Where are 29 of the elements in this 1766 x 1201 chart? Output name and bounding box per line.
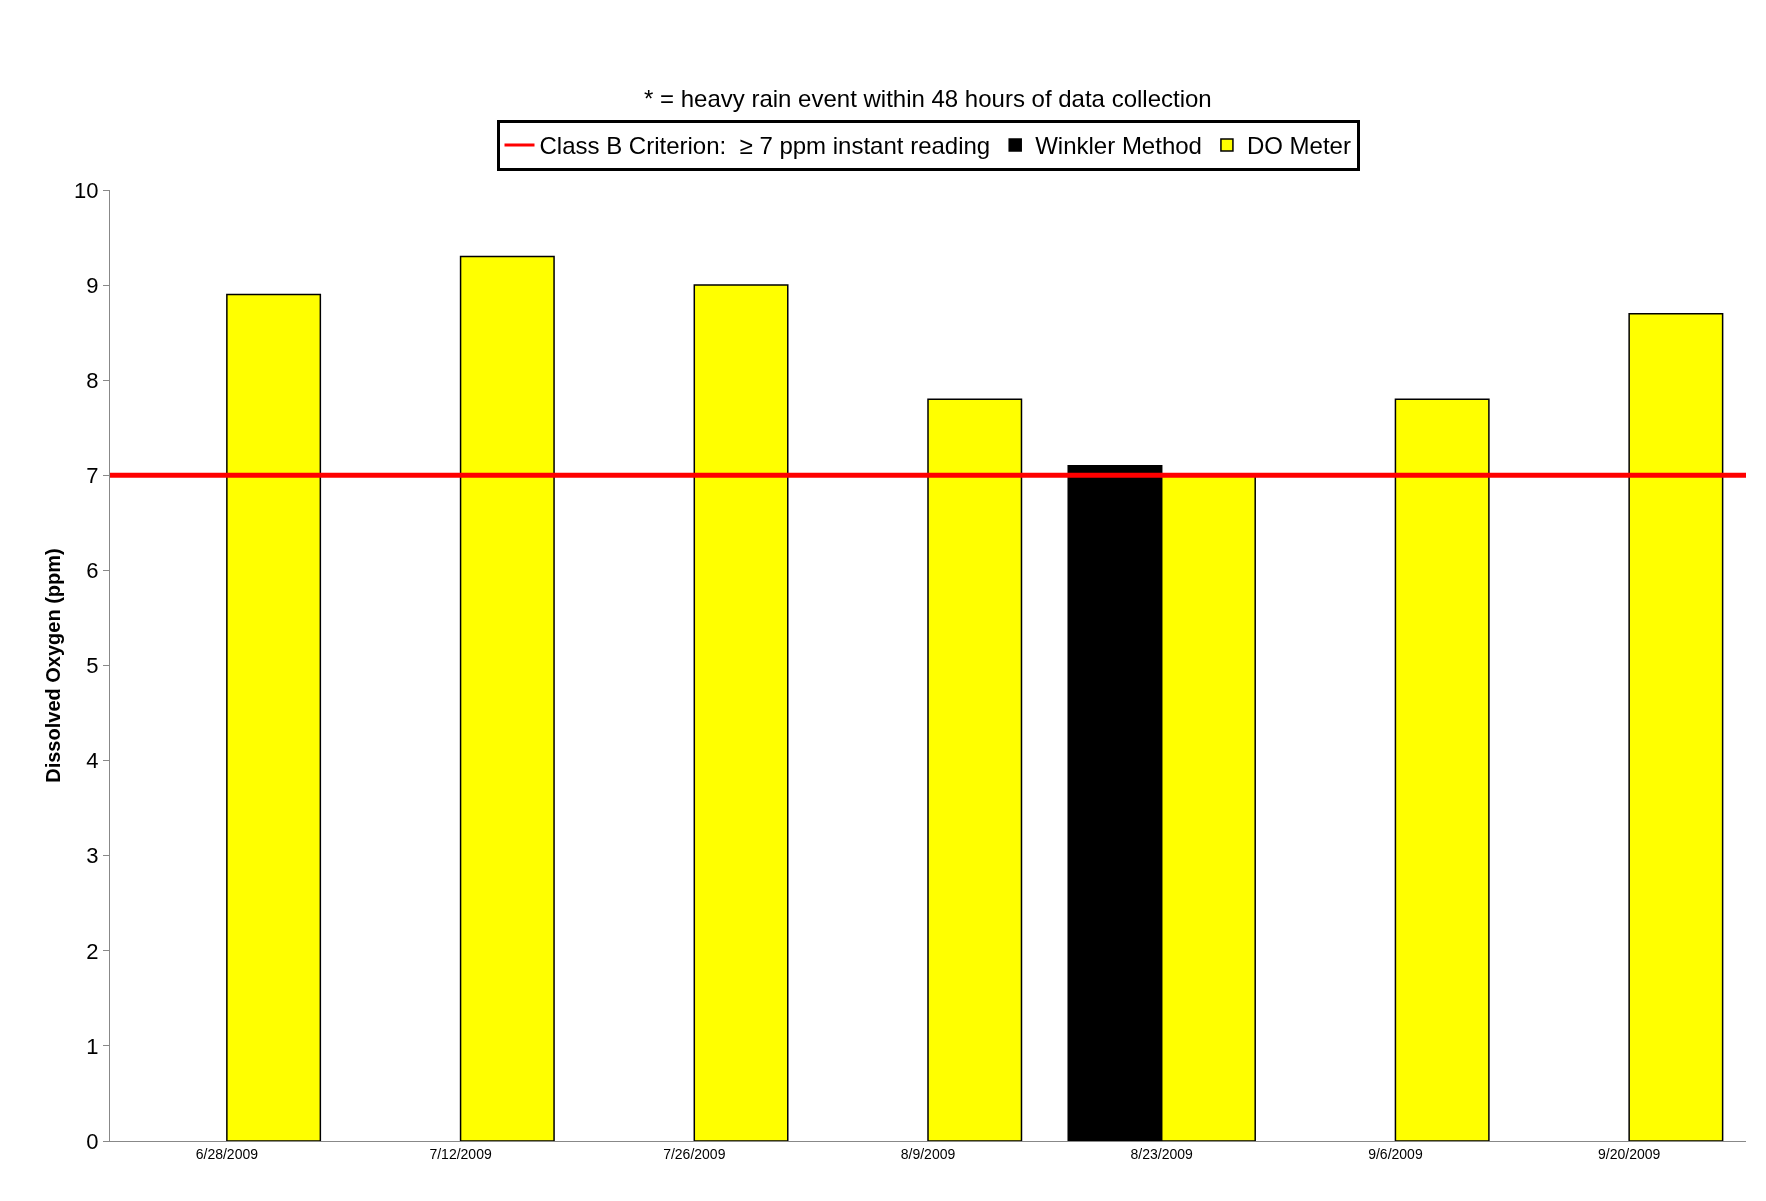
y-tick-label: 8 bbox=[86, 367, 99, 393]
x-tick-label: 8/23/2009 bbox=[1130, 1145, 1194, 1162]
bar bbox=[226, 293, 322, 1141]
bar bbox=[1628, 312, 1724, 1141]
y-tick-label: 0 bbox=[86, 1128, 99, 1154]
bar bbox=[459, 255, 555, 1141]
legend-label: Class B Criterion: ≥ 7 ppm instant reading bbox=[539, 132, 991, 160]
x-tick-label: 9/20/2009 bbox=[1597, 1145, 1661, 1162]
y-tick-label: 1 bbox=[86, 1033, 99, 1059]
y-tick-label: 2 bbox=[86, 938, 99, 964]
x-tick-label: 7/26/2009 bbox=[663, 1145, 726, 1162]
x-tick-label: 8/9/2009 bbox=[900, 1145, 956, 1162]
y-tick-label: 6 bbox=[86, 558, 99, 584]
y-tick-label: 7 bbox=[86, 463, 99, 488]
legend-label: Winkler Method bbox=[1035, 132, 1202, 160]
x-tick-label: 9/6/2009 bbox=[1368, 1145, 1423, 1162]
text: * = heavy rain event within 48 hours of data collection bbox=[644, 85, 1212, 112]
bar bbox=[693, 284, 789, 1141]
x-tick-label: 7/12/2009 bbox=[429, 1145, 492, 1162]
y-axis-title: Dissolved Oxygen (ppm) bbox=[42, 548, 64, 783]
bar bbox=[1394, 398, 1490, 1141]
y-tick-label: 3 bbox=[86, 843, 99, 869]
bar bbox=[927, 398, 1023, 1141]
y-tick-label: 9 bbox=[86, 272, 99, 298]
x-tick-label: 6/28/2009 bbox=[195, 1145, 259, 1162]
y-tick-label: 10 bbox=[74, 177, 99, 203]
legend-label: DO Meter bbox=[1246, 132, 1351, 160]
y-tick-label: 4 bbox=[86, 748, 99, 774]
y-tick-label: 5 bbox=[86, 653, 99, 679]
